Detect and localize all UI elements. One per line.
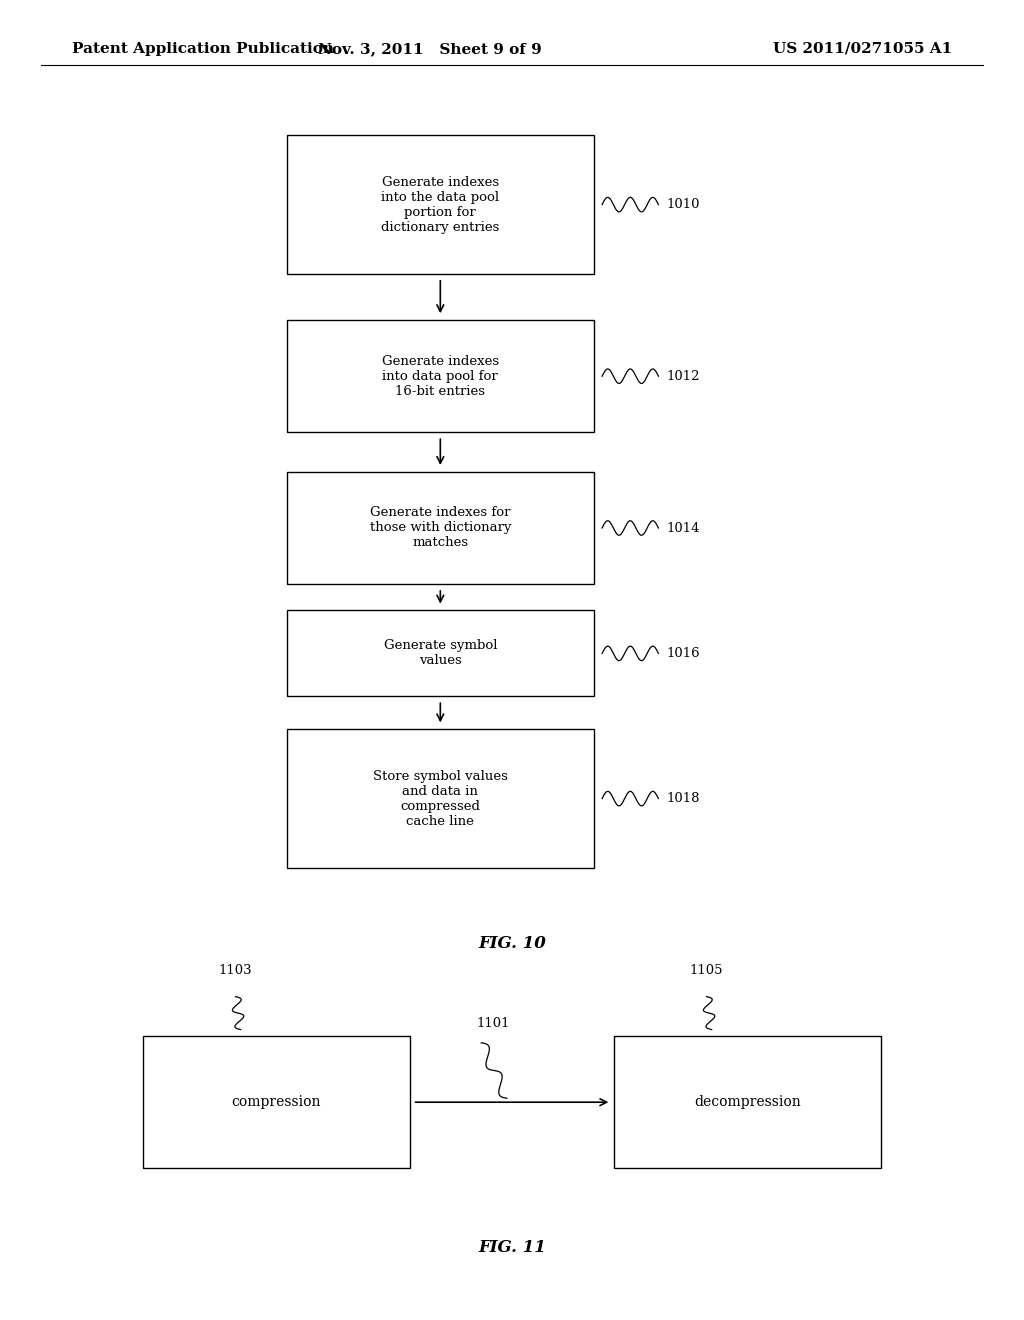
Text: 1014: 1014 xyxy=(667,521,700,535)
Text: 1105: 1105 xyxy=(690,964,723,977)
Text: Generate indexes
into the data pool
portion for
dictionary entries: Generate indexes into the data pool port… xyxy=(381,176,500,234)
Text: Store symbol values
and data in
compressed
cache line: Store symbol values and data in compress… xyxy=(373,770,508,828)
Text: 1101: 1101 xyxy=(476,1016,510,1030)
FancyBboxPatch shape xyxy=(287,321,594,433)
FancyBboxPatch shape xyxy=(143,1036,410,1168)
FancyBboxPatch shape xyxy=(287,729,594,869)
FancyBboxPatch shape xyxy=(287,610,594,697)
Text: FIG. 10: FIG. 10 xyxy=(478,936,546,952)
Text: Generate symbol
values: Generate symbol values xyxy=(384,639,497,668)
Text: Nov. 3, 2011   Sheet 9 of 9: Nov. 3, 2011 Sheet 9 of 9 xyxy=(318,42,542,55)
Text: Generate indexes for
those with dictionary
matches: Generate indexes for those with dictiona… xyxy=(370,507,511,549)
Text: US 2011/0271055 A1: US 2011/0271055 A1 xyxy=(773,42,952,55)
Text: FIG. 11: FIG. 11 xyxy=(478,1239,546,1255)
Text: Patent Application Publication: Patent Application Publication xyxy=(72,42,334,55)
Text: 1103: 1103 xyxy=(219,964,252,977)
Text: Generate indexes
into data pool for
16-bit entries: Generate indexes into data pool for 16-b… xyxy=(382,355,499,397)
Text: compression: compression xyxy=(231,1096,322,1109)
Text: decompression: decompression xyxy=(694,1096,801,1109)
FancyBboxPatch shape xyxy=(287,473,594,583)
FancyBboxPatch shape xyxy=(614,1036,881,1168)
Text: 1012: 1012 xyxy=(667,370,700,383)
Text: 1016: 1016 xyxy=(667,647,700,660)
Text: 1010: 1010 xyxy=(667,198,700,211)
Text: 1018: 1018 xyxy=(667,792,700,805)
FancyBboxPatch shape xyxy=(287,135,594,275)
